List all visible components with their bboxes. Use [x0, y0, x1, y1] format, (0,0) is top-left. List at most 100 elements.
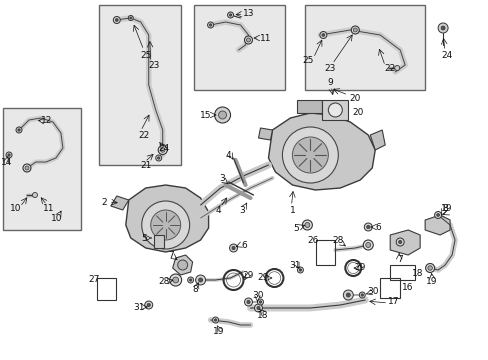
- Circle shape: [6, 152, 12, 158]
- Circle shape: [187, 277, 193, 283]
- Text: 20: 20: [352, 108, 363, 117]
- Text: 22: 22: [138, 131, 149, 140]
- Circle shape: [155, 155, 162, 161]
- Circle shape: [128, 15, 133, 21]
- Circle shape: [160, 148, 164, 152]
- Text: 11: 11: [43, 203, 55, 212]
- Circle shape: [32, 193, 38, 198]
- Circle shape: [437, 23, 447, 33]
- Circle shape: [292, 137, 327, 173]
- Circle shape: [158, 145, 167, 154]
- Circle shape: [214, 319, 216, 321]
- Circle shape: [229, 14, 231, 16]
- Bar: [380, 278, 399, 298]
- Circle shape: [169, 274, 181, 286]
- Text: 8: 8: [441, 203, 447, 212]
- Polygon shape: [258, 128, 272, 140]
- Text: 21: 21: [140, 161, 151, 170]
- Text: 31: 31: [133, 303, 144, 312]
- Circle shape: [195, 275, 205, 285]
- Circle shape: [343, 290, 352, 300]
- Circle shape: [115, 19, 118, 21]
- Circle shape: [346, 293, 349, 297]
- Circle shape: [113, 17, 120, 23]
- Circle shape: [302, 220, 312, 230]
- Circle shape: [246, 38, 250, 42]
- Circle shape: [177, 260, 187, 270]
- Circle shape: [282, 127, 338, 183]
- Circle shape: [256, 306, 260, 310]
- Circle shape: [427, 266, 431, 270]
- Circle shape: [25, 166, 29, 170]
- Text: 4: 4: [225, 150, 231, 159]
- Text: 5: 5: [141, 234, 146, 243]
- Circle shape: [207, 22, 213, 28]
- Text: 30: 30: [252, 291, 264, 300]
- Text: 17: 17: [386, 297, 398, 306]
- Text: 11: 11: [259, 33, 271, 42]
- Text: 2: 2: [101, 198, 106, 207]
- Polygon shape: [369, 130, 385, 150]
- Circle shape: [434, 212, 441, 219]
- Text: 9: 9: [327, 77, 332, 86]
- Polygon shape: [389, 230, 419, 255]
- Circle shape: [150, 210, 180, 240]
- Text: 29: 29: [243, 270, 254, 279]
- Circle shape: [359, 292, 365, 298]
- Text: 3: 3: [219, 174, 225, 183]
- Circle shape: [18, 129, 20, 131]
- Circle shape: [398, 240, 401, 244]
- Polygon shape: [111, 196, 128, 210]
- Text: 30: 30: [367, 288, 378, 297]
- Circle shape: [425, 264, 434, 273]
- Circle shape: [231, 246, 235, 249]
- Polygon shape: [125, 185, 208, 252]
- Text: 6: 6: [375, 222, 380, 231]
- Bar: [3, 108, 81, 230]
- Text: 22: 22: [384, 63, 395, 72]
- Text: 1: 1: [289, 206, 295, 215]
- Circle shape: [229, 244, 237, 252]
- Circle shape: [395, 238, 404, 246]
- Text: 19: 19: [441, 203, 452, 212]
- Circle shape: [147, 303, 150, 307]
- Polygon shape: [322, 100, 347, 120]
- Text: 24: 24: [441, 50, 452, 59]
- Text: 16: 16: [402, 284, 413, 292]
- Circle shape: [214, 107, 230, 123]
- Circle shape: [304, 222, 309, 228]
- Circle shape: [16, 127, 22, 133]
- Circle shape: [198, 278, 202, 282]
- Text: 8: 8: [192, 285, 198, 294]
- Circle shape: [321, 33, 324, 36]
- Circle shape: [363, 240, 372, 250]
- Text: 10: 10: [10, 203, 21, 212]
- Polygon shape: [424, 215, 449, 235]
- Circle shape: [209, 24, 211, 26]
- Circle shape: [327, 103, 342, 117]
- Text: 14: 14: [1, 158, 13, 166]
- Circle shape: [319, 32, 326, 39]
- Circle shape: [350, 26, 359, 34]
- Circle shape: [254, 304, 262, 312]
- Text: 26: 26: [307, 235, 318, 244]
- Text: 5: 5: [293, 224, 299, 233]
- Text: 19: 19: [426, 278, 437, 287]
- Circle shape: [23, 164, 31, 172]
- Circle shape: [259, 301, 261, 303]
- Circle shape: [246, 300, 249, 303]
- Circle shape: [212, 317, 218, 323]
- Circle shape: [364, 223, 371, 231]
- Text: 7: 7: [397, 256, 402, 265]
- Text: 28: 28: [158, 278, 169, 287]
- Text: 23: 23: [148, 60, 159, 69]
- Text: 24: 24: [158, 144, 169, 153]
- Circle shape: [227, 12, 233, 18]
- Polygon shape: [297, 100, 322, 113]
- Text: 19: 19: [212, 328, 224, 337]
- Text: 31: 31: [289, 261, 301, 270]
- Text: 3: 3: [239, 206, 245, 215]
- Text: 25: 25: [140, 50, 151, 59]
- Circle shape: [299, 269, 301, 271]
- Text: 18: 18: [411, 269, 423, 278]
